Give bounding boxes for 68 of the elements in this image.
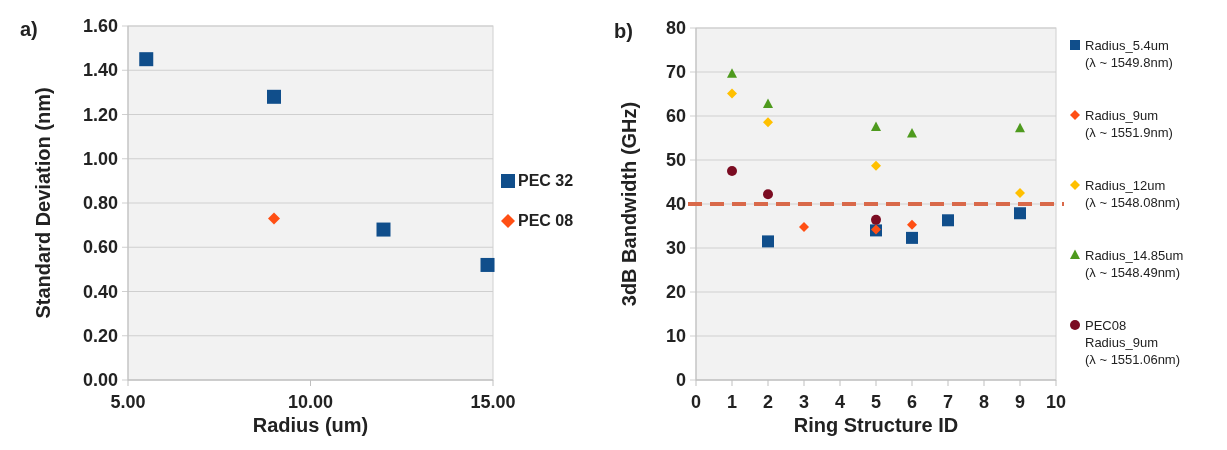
point (871, 121, 881, 131)
point (268, 212, 280, 225)
x-tick-label: 8 (978, 392, 990, 412)
y-tick-label: 60 (665, 106, 686, 126)
point (763, 117, 773, 128)
point (1015, 122, 1025, 133)
x-tick-label: 15.00 (470, 392, 516, 412)
legend-label: Radius_5.4um (λ ~ 1549.8nm) (1085, 38, 1173, 70)
y-tick-label: 20 (665, 282, 686, 302)
x-tick-label: 5.00 (110, 392, 146, 412)
legend-label: Radius_14.85um (λ ~ 1548.49nm) (1085, 248, 1184, 280)
legend-label: Radius_9um (λ ~ 1551.9nm) (1085, 108, 1173, 140)
legend-label: PEC 32 (518, 172, 574, 189)
point (139, 52, 154, 67)
y-tick-label: 0.40 (82, 281, 118, 302)
x-tick-label: 6 (906, 392, 918, 412)
legend-label: Radius_12um (λ ~ 1548.08nm) (1085, 178, 1181, 210)
point (1015, 188, 1025, 198)
x-tick-label: 1 (726, 392, 738, 412)
point (907, 128, 917, 138)
y-axis-title: Standard Deviation (nm) (32, 87, 54, 319)
legend-label: PEC 08 (518, 212, 574, 229)
x-axis-title: Ring Structure ID (793, 414, 959, 436)
point (1014, 207, 1026, 220)
point (871, 214, 881, 225)
chart-title: b) (614, 20, 633, 42)
point (907, 219, 917, 230)
x-tick-label: 9 (1014, 392, 1026, 412)
y-tick-label: 70 (665, 62, 686, 82)
point (727, 88, 737, 99)
y-tick-label: 0.80 (82, 193, 118, 213)
point (799, 221, 809, 232)
y-tick-label: 40 (665, 194, 686, 214)
y-tick-label: 1.60 (82, 16, 118, 36)
y-tick-label: 80 (665, 18, 686, 38)
chart-title: a) (20, 18, 38, 40)
point (763, 98, 773, 109)
y-tick-label: 0.60 (82, 237, 118, 258)
y-axis-title: 3dB Bandwidth (GHz) (618, 101, 640, 307)
y-tick-label: 0.00 (82, 370, 118, 390)
point (727, 68, 737, 78)
y-tick-label: 50 (665, 150, 686, 170)
y-tick-label: 1.00 (82, 148, 118, 169)
point (727, 166, 737, 176)
x-axis-title: Radius (um) (252, 414, 369, 436)
y-tick-label: 10 (665, 326, 686, 346)
point (762, 235, 774, 248)
point (376, 222, 391, 237)
x-tick-label: 10 (1045, 392, 1067, 412)
x-tick-label: 3 (798, 392, 810, 412)
y-tick-label: 30 (665, 238, 686, 258)
y-tick-label: 1.20 (82, 104, 118, 125)
x-tick-label: 2 (762, 392, 774, 412)
x-tick-label: 5 (870, 392, 882, 412)
point (267, 89, 281, 104)
point (763, 189, 773, 200)
y-tick-label: 0 (675, 370, 686, 390)
x-tick-label: 0 (690, 392, 702, 412)
point (906, 231, 918, 244)
y-tick-label: 1.40 (82, 60, 118, 81)
point (942, 214, 954, 227)
x-tick-label: 10.00 (287, 392, 334, 412)
y-tick-label: 0.20 (82, 325, 118, 346)
x-tick-label: 4 (834, 392, 846, 412)
point (480, 257, 495, 272)
x-tick-label: 7 (942, 392, 954, 412)
point (871, 160, 881, 171)
legend-label: PEC08 Radius_9um (λ ~ 1551.06nm) (1085, 318, 1181, 367)
